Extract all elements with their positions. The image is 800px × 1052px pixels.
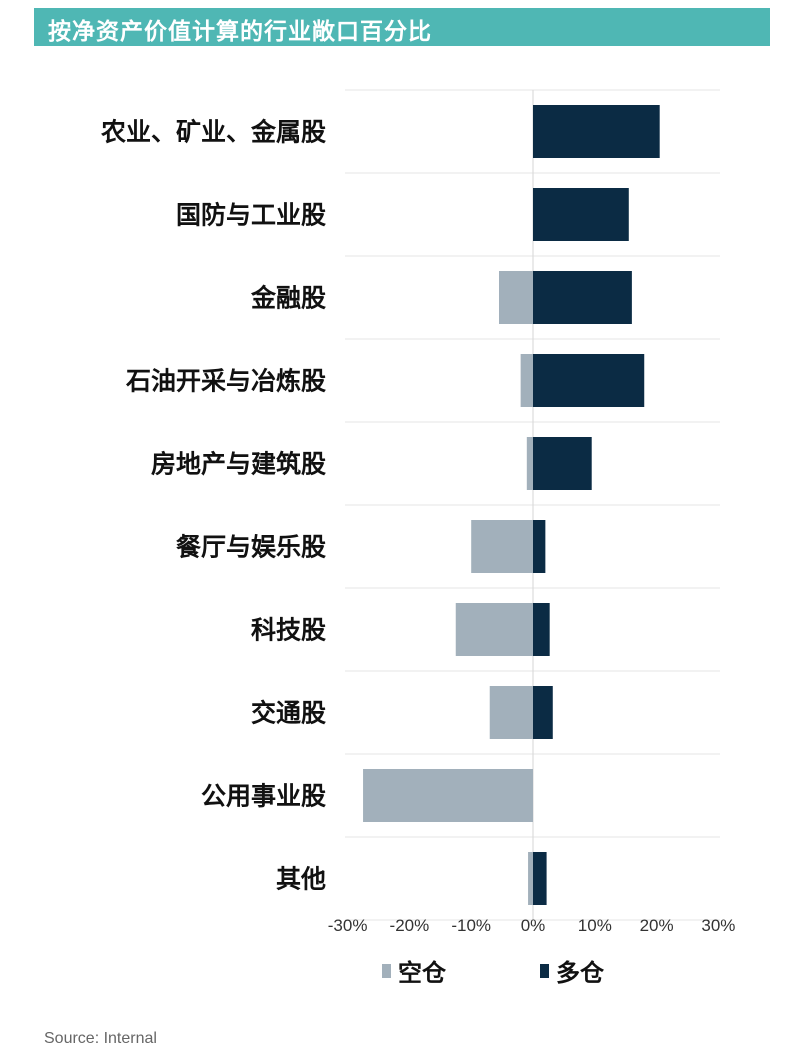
short-bar [363, 769, 533, 822]
long-bar [533, 686, 553, 739]
short-bar [526, 437, 533, 490]
legend-long-label: 多仓 [556, 958, 605, 987]
category-label: 金融股 [250, 284, 326, 313]
category-label: 农业、矿业、金属股 [100, 118, 326, 147]
bars [363, 105, 660, 905]
chart-title: 按净资产价值计算的行业敞口百分比 [48, 18, 432, 45]
long-bar [533, 271, 632, 324]
short-bar [520, 354, 533, 407]
category-label: 石油开采与冶炼股 [125, 367, 326, 396]
category-label: 房地产与建筑股 [151, 450, 326, 479]
category-label: 科技股 [251, 616, 326, 645]
x-tick-label: -30% [328, 916, 368, 935]
long-bar [533, 188, 629, 241]
short-bar [489, 686, 533, 739]
long-bar [533, 852, 547, 905]
short-bar [528, 852, 533, 905]
x-tick-label: -20% [390, 916, 430, 935]
category-labels: 农业、矿业、金属股国防与工业股金融股石油开采与冶炼股房地产与建筑股餐厅与娱乐股科… [100, 118, 326, 894]
category-label: 国防与工业股 [176, 201, 326, 230]
legend-short-swatch [382, 964, 391, 978]
x-tick-label: 0% [521, 916, 546, 935]
x-tick-label: 10% [578, 916, 612, 935]
long-bar [533, 354, 645, 407]
category-label: 交通股 [251, 699, 326, 728]
short-bar [455, 603, 533, 656]
category-label: 公用事业股 [201, 782, 326, 811]
x-tick-label: 20% [640, 916, 674, 935]
short-bar [499, 271, 533, 324]
legend-short-label: 空仓 [398, 958, 447, 987]
short-bar [471, 520, 533, 573]
title-bar: 按净资产价值计算的行业敞口百分比 [34, 8, 770, 46]
long-bar [533, 603, 550, 656]
x-axis-ticks: -30% -20% -10% 0% 10% 20% 30% [328, 916, 736, 935]
long-bar [533, 437, 592, 490]
category-label: 其他 [276, 865, 326, 894]
grid-lines [345, 89, 720, 921]
legend-long-swatch [540, 964, 549, 978]
x-tick-label: 30% [701, 916, 735, 935]
legend: 空仓 多仓 [382, 958, 605, 987]
long-bar [533, 105, 660, 158]
long-bar [533, 520, 546, 573]
category-label: 餐厅与娱乐股 [176, 533, 326, 562]
source-note: Source: Internal [44, 1030, 157, 1047]
x-tick-label: -10% [451, 916, 491, 935]
